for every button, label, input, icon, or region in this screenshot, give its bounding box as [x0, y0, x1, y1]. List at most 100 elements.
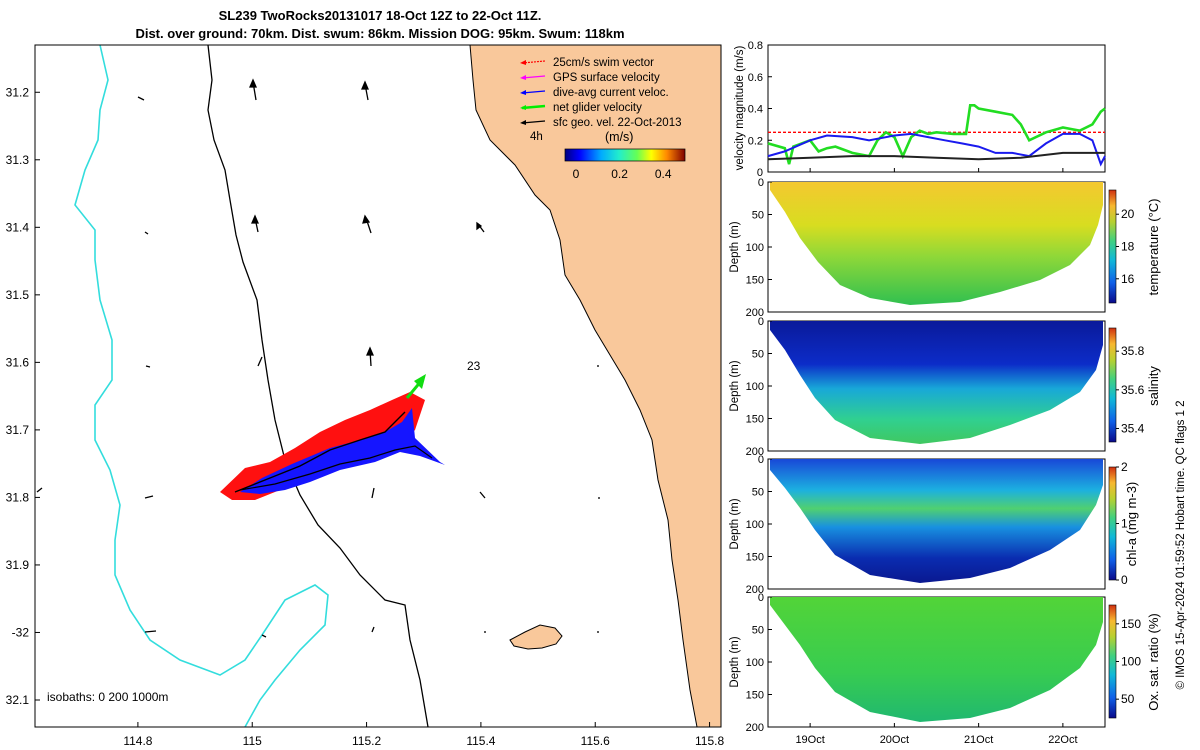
- colorbar-tick-label: 100: [1121, 655, 1141, 669]
- oxygen-y-ticks: 0 50 100 150 200: [746, 592, 772, 734]
- chl-colorbar-ticks: 0 1 2: [1116, 460, 1128, 587]
- map-colorbar-tick: 0: [573, 167, 580, 181]
- chl-ylabel: Depth (m): [729, 498, 741, 549]
- map-colorbar-tick: 0.2: [611, 167, 628, 181]
- glider-track: [220, 374, 445, 500]
- colorbar-tick-label: 50: [1121, 692, 1135, 706]
- map-x-tick-label: 115.4: [466, 734, 495, 748]
- velocity-series-line: [767, 132, 1106, 167]
- depth-tick-label: 0: [758, 177, 764, 189]
- depth-tick-label: 50: [752, 210, 764, 222]
- legend-label: sfc geo. vel. 22-Oct-2013: [553, 117, 681, 129]
- legend-arrowhead: [520, 75, 526, 80]
- salinity-colorbar: [1108, 327, 1117, 443]
- depth-tick-label: 50: [752, 487, 764, 499]
- velocity-series-line: [767, 151, 1105, 161]
- salinity-section: [770, 321, 1103, 444]
- map-y-tick-label: 31.7: [6, 423, 30, 437]
- time-marker: 23: [467, 359, 481, 373]
- oxygen-section: [770, 597, 1103, 722]
- colorbar-tick-label: 1: [1121, 517, 1128, 531]
- map-legend: 25cm/s swim vector GPS surface velocity di…: [520, 57, 681, 129]
- temperature-colorbar-ticks: 16 18 20: [1116, 207, 1135, 286]
- colorbar-tick-label: 20: [1121, 207, 1135, 221]
- legend-arrowhead: [520, 105, 526, 110]
- map-y-ticks: 31.2 31.3 31.4 31.5 31.6 31.7 31.8 31.9 -32 32.1: [6, 85, 40, 707]
- temperature-y-ticks: 0 50 100 150 200: [746, 177, 772, 319]
- time-x-tick-label: 20Oct: [880, 734, 909, 746]
- oxygen-colorbar: [1108, 604, 1117, 719]
- map-colorbar-tick: 0.4: [655, 167, 672, 181]
- colorbar-title: (m/s): [605, 130, 633, 144]
- time-x-tick-label: 22Oct: [1048, 734, 1077, 746]
- legend-scale-text: 4h: [530, 131, 543, 143]
- depth-tick-label: 200: [746, 446, 764, 458]
- colorbar-tick-label: 35.4: [1121, 421, 1145, 435]
- depth-tick-label: 100: [746, 519, 764, 531]
- chl-section: [770, 459, 1103, 583]
- salinity-y-ticks: 0 50 100 150 200: [746, 316, 772, 458]
- colorbar-tick-label: 18: [1121, 240, 1135, 254]
- map-panel: 23 31.2 31.3 31.4 31.5 31.6 31.7 31.8 31.9 -32 32…: [6, 44, 724, 748]
- map-y-tick-label: 31.8: [6, 490, 30, 504]
- colorbar-tick-label: 0: [1121, 573, 1128, 587]
- legend-arrowhead: [520, 120, 526, 125]
- oxygen-ylabel: Depth (m): [729, 636, 741, 687]
- velocity-y-tick-label: 0.2: [748, 135, 763, 147]
- map-x-tick-label: 115.8: [695, 734, 724, 748]
- map-y-tick-label: -32: [12, 625, 30, 639]
- depth-tick-label: 150: [746, 414, 764, 426]
- velocity-panel: 0 0.2 0.4 0.6 0.8 velocity magnitude (m/s): [734, 40, 1106, 179]
- map-y-tick-label: 31.2: [6, 85, 30, 99]
- time-x-ticks: 19Oct 20Oct 21Oct 22Oct: [795, 168, 1078, 746]
- current-vectors-blue: [240, 408, 445, 494]
- colorbar-tick-label: 150: [1121, 617, 1141, 631]
- velocity-y-tick-label: 0.4: [748, 104, 763, 116]
- island: [509, 624, 563, 650]
- legend-label: dive-avg current veloc.: [553, 87, 669, 99]
- map-frame: [34, 44, 722, 728]
- current-vector-field: [36, 78, 600, 638]
- map-y-tick-label: 31.5: [6, 288, 30, 302]
- velocity-y-tick-label: 0.8: [748, 40, 763, 52]
- glider-path: [234, 411, 406, 493]
- land-mass: [469, 45, 721, 727]
- colorbar-tick-label: 35.8: [1121, 344, 1145, 358]
- temperature-clabel: temperature (°C): [1146, 199, 1161, 296]
- chl-panel: 0 50 100 150 200 Depth (m) 0 1 2 chl-a (mg m-3…: [729, 454, 1139, 596]
- glider-path-return: [239, 445, 433, 491]
- depth-tick-label: 150: [746, 552, 764, 564]
- depth-tick-label: 150: [746, 690, 764, 702]
- chl-y-ticks: 0 50 100 150 200: [746, 454, 772, 596]
- map-x-tick-label: 115.6: [581, 734, 610, 748]
- swim-vectors-red: [220, 392, 425, 500]
- colorbar-tick-label: 35.6: [1121, 383, 1145, 397]
- chl-clabel: chl-a (mg m-3): [1124, 482, 1139, 567]
- depth-tick-label: 50: [752, 625, 764, 637]
- velocity-y-ticks: 0 0.2 0.4 0.6 0.8: [748, 40, 772, 179]
- isobaths-label: isobaths: 0 200 1000m: [47, 690, 168, 704]
- depth-tick-label: 200: [746, 307, 764, 319]
- map-colorbar-ticks: 0 0.2 0.4: [573, 167, 672, 181]
- map-y-tick-label: 31.6: [6, 355, 30, 369]
- temperature-ylabel: Depth (m): [729, 221, 741, 272]
- velocity-ylabel: velocity magnitude (m/s): [734, 46, 746, 171]
- salinity-ylabel: Depth (m): [729, 360, 741, 411]
- map-x-tick-label: 114.8: [123, 734, 152, 748]
- velocity-series: [767, 104, 1106, 167]
- colorbar-tick-label: 16: [1121, 272, 1135, 286]
- net-velocity-arrowhead: [414, 374, 426, 389]
- colorbar-tick-label: 2: [1121, 460, 1128, 474]
- depth-tick-label: 0: [758, 454, 764, 466]
- title-line-2: Dist. over ground: 70km. Dist. swum: 86k…: [135, 26, 625, 41]
- imos-footer: © IMOS 15-Apr-2024 01:59:52 Hobart time.…: [1175, 400, 1187, 689]
- map-y-tick-label: 32.1: [6, 693, 30, 707]
- depth-tick-label: 100: [746, 242, 764, 254]
- temperature-colorbar: [1108, 189, 1117, 304]
- depth-tick-label: 200: [746, 722, 764, 734]
- legend-arrowhead: [520, 90, 526, 95]
- title-line-1: SL239 TwoRocks20131017 18-Oct 12Z to 22-…: [218, 8, 542, 23]
- map-y-tick-label: 31.4: [6, 220, 30, 234]
